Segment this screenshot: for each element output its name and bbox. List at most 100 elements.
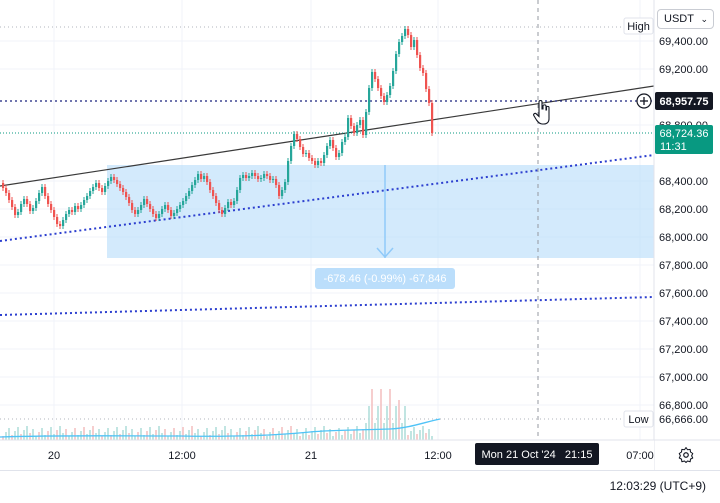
hand-cursor-icon: [533, 99, 550, 125]
price-axis[interactable]: [654, 0, 720, 440]
volume-bar: [353, 430, 355, 440]
candle-body: [218, 203, 221, 210]
volume-bar: [242, 435, 244, 440]
candle-body: [227, 202, 230, 208]
candle-body: [296, 134, 299, 139]
candle-body: [146, 199, 149, 204]
volume-bar: [122, 430, 124, 440]
countdown-value: 11:31: [660, 141, 687, 153]
candle-body: [170, 210, 173, 216]
time-tick-0700: 07:00: [626, 450, 654, 462]
volume-bar: [389, 389, 391, 440]
volume-ma-line: [0, 418, 441, 438]
high-label: High: [627, 21, 650, 33]
volume-bar: [281, 427, 283, 440]
volume-bars: [2, 389, 433, 440]
volume-bar: [68, 436, 70, 440]
currency-selector[interactable]: USDT ⌄: [657, 9, 714, 29]
last-price-tag: [655, 125, 713, 154]
candle-body: [137, 210, 140, 214]
candle-body: [2, 183, 5, 188]
candle-body: [230, 202, 233, 205]
candle-body: [35, 201, 38, 208]
candle-body: [71, 210, 74, 212]
candle-body: [410, 35, 413, 47]
volume-bar: [395, 406, 397, 440]
candle-body: [332, 140, 335, 148]
candle-body: [281, 190, 284, 196]
volume-bar: [266, 436, 268, 440]
volume-bar: [374, 423, 376, 440]
candle-body: [5, 188, 8, 193]
volume-bar: [17, 427, 19, 440]
candle-body: [206, 176, 209, 182]
volume-bar: [401, 423, 403, 440]
candle-body: [134, 210, 137, 214]
volume-bar: [377, 406, 379, 440]
volume-bar: [35, 436, 37, 440]
candle-body: [122, 188, 125, 192]
candle-body: [359, 120, 362, 125]
candle-body: [59, 224, 62, 226]
volume-bar: [380, 389, 382, 440]
candle-body: [419, 55, 422, 68]
price-tick-label: 69,400.00: [659, 36, 708, 48]
candle-body: [284, 182, 287, 190]
crosshair-add-icon[interactable]: [636, 93, 652, 109]
volume-bar: [185, 434, 187, 440]
volume-bar: [155, 430, 157, 440]
candle-body: [251, 173, 254, 176]
candle-body: [104, 186, 107, 192]
volume-bar: [119, 434, 121, 440]
candle-body: [167, 205, 170, 210]
volume-bar: [140, 428, 142, 440]
candle-body: [119, 184, 122, 188]
volume-bar: [305, 428, 307, 440]
candle-body: [215, 196, 218, 203]
candle-body: [17, 212, 20, 215]
volume-bar: [428, 429, 430, 440]
candle-body: [107, 181, 110, 186]
price-tick-label: 66,800.00: [659, 400, 708, 412]
volume-bar: [23, 430, 25, 440]
volume-bar: [206, 428, 208, 440]
candle-body: [80, 205, 83, 209]
volume-bar: [326, 433, 328, 440]
volume-bar: [116, 427, 118, 440]
measure-range-box[interactable]: [107, 165, 654, 258]
volume-bar: [188, 430, 190, 440]
trend-line-upper[interactable]: [0, 85, 655, 187]
crosshair-price-value: 68,957.75: [660, 96, 709, 108]
candle-body: [392, 71, 395, 86]
candle-body: [95, 183, 98, 187]
candle-body: [161, 209, 164, 214]
gear-icon[interactable]: [677, 446, 695, 464]
chevron-down-icon: ⌄: [700, 13, 708, 24]
volume-bar: [329, 429, 331, 440]
candle-body: [158, 214, 161, 218]
candle-body: [239, 178, 242, 190]
clock-display[interactable]: 12:03:29 (UTC+9): [609, 479, 706, 493]
candle-body: [416, 40, 419, 55]
price-tick-label: 67,000.00: [659, 372, 708, 384]
candle-body: [185, 196, 188, 201]
crosshair-time-tag: [475, 443, 599, 465]
candle-body: [11, 200, 14, 207]
trend-line-dotted-low[interactable]: [0, 296, 655, 316]
candle-body: [182, 201, 185, 205]
candle-body: [353, 126, 356, 133]
measure-label-box: [315, 268, 455, 289]
volume-bar: [287, 430, 289, 440]
volume-bar: [332, 436, 334, 440]
volume-bar: [278, 431, 280, 440]
candle-body: [356, 125, 359, 133]
volume-bar: [314, 427, 316, 440]
candle-body: [188, 191, 191, 196]
low-value: 66,666.00: [659, 414, 708, 426]
candle-body: [407, 29, 410, 35]
volume-bar: [263, 429, 265, 440]
volume-bar: [413, 427, 415, 440]
candle-body: [38, 193, 41, 201]
volume-bar: [44, 435, 46, 440]
